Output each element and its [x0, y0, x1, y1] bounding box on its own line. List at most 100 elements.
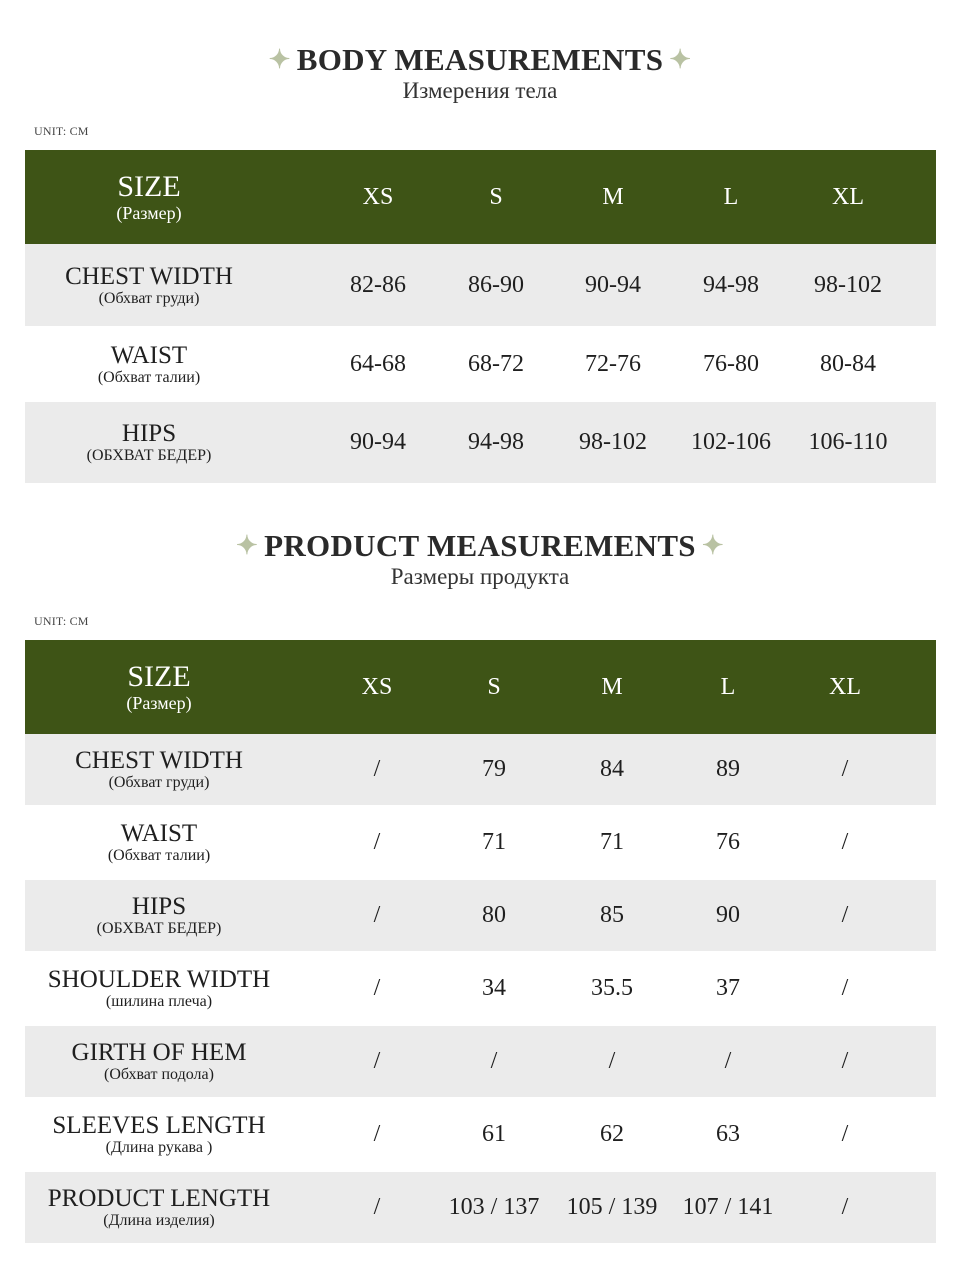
size-column-header: M	[602, 183, 624, 210]
measurement-label: SLEEVES LENGTH	[52, 1112, 266, 1139]
product-measurements-section: ✦ PRODUCT MEASUREMENTS ✦ Размеры продукта	[0, 528, 960, 590]
measurement-label: CHEST WIDTH	[65, 262, 233, 290]
table-row: HIPS (ОБХВАТ БЕДЕР) / 80 85 90 /	[25, 880, 936, 951]
measurement-label-cell: PRODUCT LENGTH (Длина изделия)	[29, 1172, 289, 1243]
measurement-label: WAIST	[110, 341, 188, 369]
sparkle-star-icon: ✦	[669, 45, 692, 74]
measurement-label-cell: HIPS (ОБХВАТ БЕДЕР)	[29, 402, 269, 483]
measurement-value: 94-98	[703, 271, 759, 298]
measurement-value: /	[373, 1121, 381, 1147]
measurement-value: 84	[600, 756, 624, 782]
measurement-sublabel: (ОБХВАТ БЕДЕР)	[86, 447, 212, 464]
body-measurements-section: ✦ BODY MEASUREMENTS ✦ Измерения тела	[0, 42, 960, 104]
measurement-value: /	[841, 1194, 849, 1220]
product-measurements-subtitle: Размеры продукта	[390, 564, 570, 589]
measurement-sublabel: (Обхват груди)	[108, 774, 210, 791]
body-unit-label: UNIT: CM	[34, 124, 89, 138]
product-measurements-title-row: ✦ PRODUCT MEASUREMENTS ✦	[0, 528, 960, 564]
measurement-value: /	[841, 1121, 849, 1147]
measurement-sublabel: (Длина рукава )	[105, 1139, 213, 1156]
size-header-cell: SIZE (Размер)	[29, 640, 289, 734]
table-row: HIPS (ОБХВАТ БЕДЕР) 90-94 94-98 98-102 102-10…	[25, 402, 936, 483]
table-row: SHOULDER WIDTH (шилина плеча) / 34 35.5 37 /	[25, 951, 936, 1026]
measurement-value: 85	[600, 902, 624, 928]
measurement-value: 35.5	[591, 975, 633, 1001]
measurement-value: 76	[716, 829, 740, 855]
product-unit-label: UNIT: CM	[34, 614, 89, 628]
measurement-value: 72-76	[585, 350, 641, 377]
size-column-header: XS	[361, 673, 393, 700]
measurement-value: 76-80	[703, 350, 759, 377]
measurement-value: 63	[716, 1121, 740, 1147]
measurement-value: /	[373, 1048, 381, 1074]
measurement-value: 61	[482, 1121, 506, 1147]
measurement-value: 71	[600, 829, 624, 855]
measurement-label-cell: SHOULDER WIDTH (шилина плеча)	[29, 951, 289, 1026]
measurement-label-cell: CHEST WIDTH (Обхват груди)	[29, 244, 269, 326]
measurement-label: SHOULDER WIDTH	[47, 966, 271, 993]
size-column-header: L	[720, 673, 736, 700]
size-column-header: M	[601, 673, 623, 700]
measurement-value: /	[841, 756, 849, 782]
table-row: CHEST WIDTH (Обхват груди) 82-86 86-90 90-94…	[25, 244, 936, 326]
measurement-sublabel: (Обхват груди)	[98, 289, 200, 307]
measurement-value: 34	[482, 975, 506, 1001]
measurement-value: /	[490, 1048, 498, 1074]
measurement-value: /	[841, 902, 849, 928]
body-measurements-title-row: ✦ BODY MEASUREMENTS ✦	[0, 42, 960, 78]
product-measurements-title: PRODUCT MEASUREMENTS	[264, 528, 696, 563]
size-column-header: L	[723, 183, 739, 210]
product-measurements-table: SIZE (Размер) XS S M L XL CHEST WIDTH (Обхват гр…	[25, 640, 936, 1243]
measurement-sublabel: (Обхват талии)	[107, 847, 211, 864]
measurement-value: 80	[482, 902, 506, 928]
measurement-value: /	[373, 902, 381, 928]
measurement-label: HIPS	[121, 420, 177, 447]
table-row: WAIST (Обхват талии) / 71 71 76 /	[25, 805, 936, 880]
table-row: CHEST WIDTH (Обхват груди) / 79 84 89 /	[25, 734, 936, 805]
measurement-value: 62	[600, 1121, 624, 1147]
measurement-value: 90	[716, 902, 740, 928]
measurement-label-cell: WAIST (Обхват талии)	[29, 805, 289, 880]
measurement-label: WAIST	[120, 820, 198, 847]
measurement-value: 89	[716, 756, 740, 782]
measurement-value: 80-84	[820, 350, 876, 377]
measurement-value: 98-102	[814, 271, 882, 298]
measurement-value: /	[373, 756, 381, 782]
measurement-value: 98-102	[579, 429, 647, 455]
table-header-row: SIZE (Размер) XS S M L XL	[25, 150, 936, 244]
measurement-value: /	[841, 829, 849, 855]
size-header-sublabel: (Размер)	[126, 693, 192, 713]
measurement-value: /	[373, 975, 381, 1001]
measurement-sublabel: (Обхват талии)	[97, 368, 201, 386]
size-column-header: S	[487, 673, 501, 700]
measurement-value: 82-86	[350, 271, 406, 298]
measurement-value: /	[841, 975, 849, 1001]
measurement-sublabel: (Обхват подола)	[104, 1066, 214, 1083]
size-header-sublabel: (Размер)	[116, 203, 182, 223]
measurement-sublabel: (Длина изделия)	[103, 1212, 215, 1229]
measurement-value: 90-94	[585, 271, 641, 298]
measurement-value: /	[608, 1048, 616, 1074]
measurement-value: 37	[716, 975, 740, 1001]
sparkle-star-icon: ✦	[701, 531, 724, 560]
measurement-value: 79	[482, 756, 506, 782]
measurement-value: 94-98	[468, 429, 524, 455]
sparkle-star-icon: ✦	[236, 531, 259, 560]
table-row: GIRTH OF HEM (Обхват подола) / / / / /	[25, 1026, 936, 1097]
table-row: SLEEVES LENGTH (Длина рукава ) / 61 62 63 /	[25, 1097, 936, 1172]
measurement-value: 86-90	[468, 271, 524, 298]
body-measurements-title: BODY MEASUREMENTS	[296, 42, 664, 77]
measurement-value: 105 / 139	[566, 1194, 658, 1220]
measurement-value: 64-68	[350, 350, 406, 377]
measurement-value: 103 / 137	[448, 1194, 540, 1220]
body-measurements-subtitle: Измерения тела	[402, 78, 558, 103]
measurement-value: /	[373, 829, 381, 855]
measurement-sublabel: (шилина плеча)	[105, 993, 213, 1010]
measurement-label: PRODUCT LENGTH	[47, 1185, 271, 1212]
size-header-cell: SIZE (Размер)	[29, 150, 269, 244]
sparkle-star-icon: ✦	[268, 45, 291, 74]
measurement-label: GIRTH OF HEM	[71, 1039, 247, 1066]
measurement-sublabel: (ОБХВАТ БЕДЕР)	[96, 920, 222, 937]
measurement-value: 107 / 141	[682, 1194, 774, 1220]
measurement-value: /	[724, 1048, 732, 1074]
